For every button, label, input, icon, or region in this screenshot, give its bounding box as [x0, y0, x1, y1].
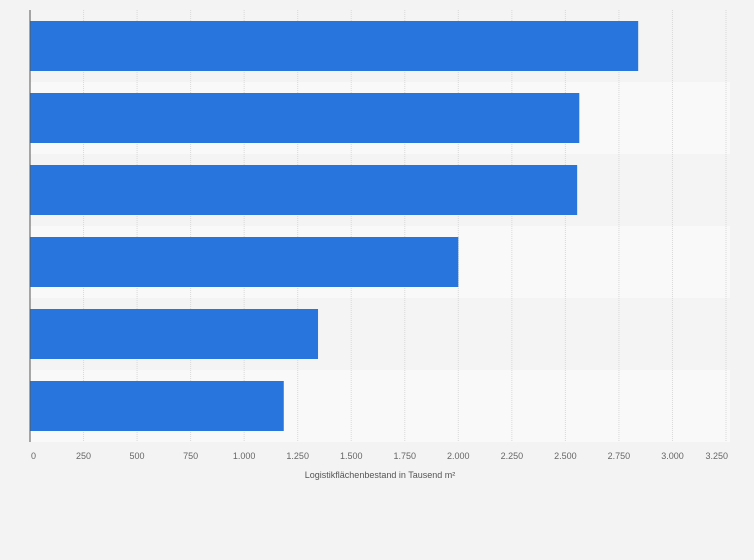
- x-tick-label: 1.250: [286, 451, 309, 461]
- x-tick-label: 1.750: [394, 451, 417, 461]
- bar: [30, 21, 639, 71]
- x-tick-label: 2.000: [447, 451, 470, 461]
- x-tick-label: 1.500: [340, 451, 363, 461]
- x-tick-label: 3.250: [705, 451, 728, 461]
- x-tick-label: 500: [130, 451, 145, 461]
- x-tick-label: 750: [183, 451, 198, 461]
- bar: [30, 237, 459, 287]
- x-tick-label: 1.000: [233, 451, 256, 461]
- x-tick-label: 0: [31, 451, 36, 461]
- bars: [30, 21, 639, 431]
- x-tick-label: 2.500: [554, 451, 577, 461]
- x-tick-label: 3.000: [661, 451, 684, 461]
- x-tick-label: 2.250: [501, 451, 524, 461]
- x-axis-title: Logistikflächenbestand in Tausend m²: [305, 470, 455, 480]
- bar: [30, 381, 284, 431]
- x-tick-labels: 0 250 500 750 1.000 1.250 1.500 1.750 2.000 2.250…: [31, 451, 728, 461]
- x-tick-label: 2.750: [608, 451, 631, 461]
- x-tick-label: 250: [76, 451, 91, 461]
- bar: [30, 93, 580, 143]
- bar: [30, 309, 319, 359]
- row-bands: [30, 10, 730, 442]
- gridlines: [83, 10, 727, 442]
- bar: [30, 165, 578, 215]
